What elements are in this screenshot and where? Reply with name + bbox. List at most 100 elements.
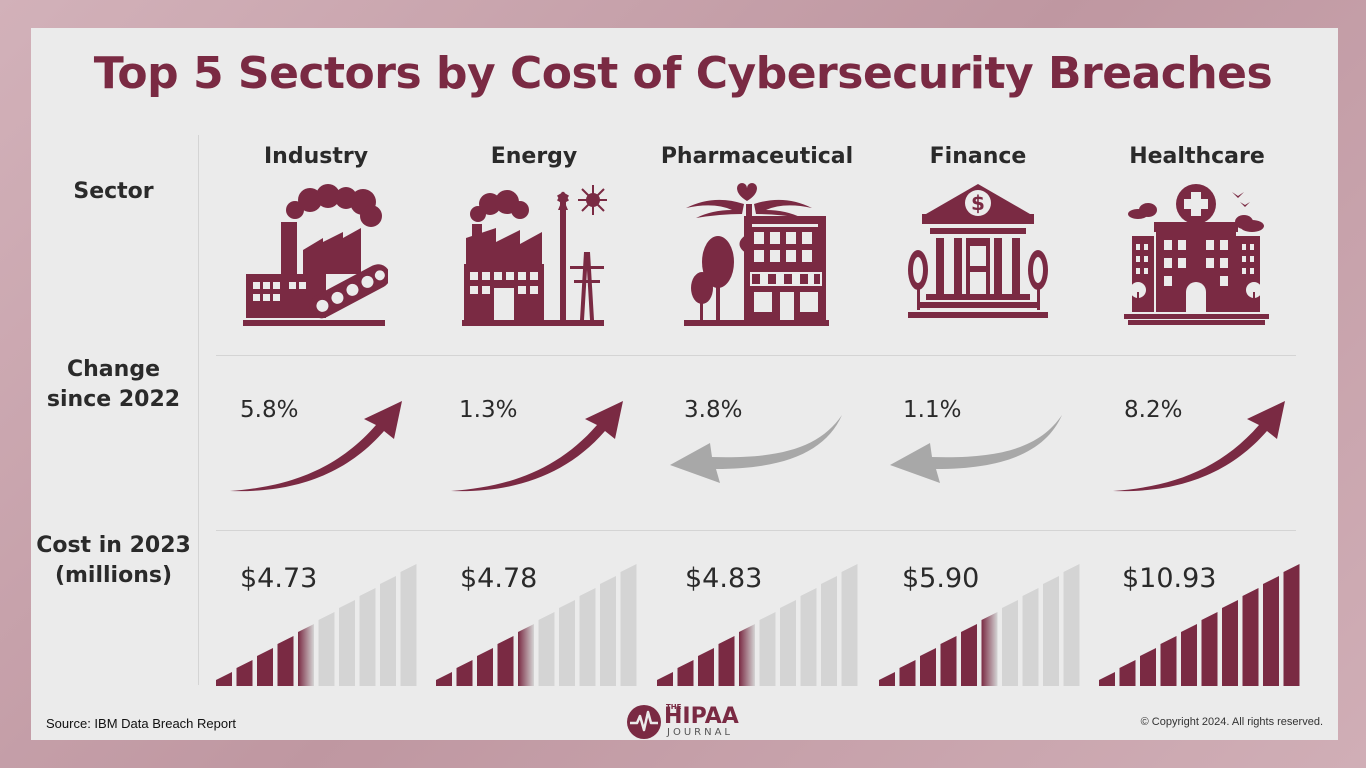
meter-bar bbox=[1043, 576, 1059, 686]
row-label-cost: Cost in 2023 (millions) bbox=[31, 531, 196, 591]
logo-journal: JOURNAL bbox=[667, 727, 733, 738]
trend-arrow-down-pharmaceutical bbox=[670, 415, 842, 483]
meter-bar bbox=[600, 576, 616, 686]
meter-bar bbox=[759, 612, 776, 686]
power-plant-icon bbox=[462, 185, 607, 326]
svg-text:$: $ bbox=[971, 191, 985, 215]
meter-bar bbox=[538, 612, 555, 686]
infographic-card bbox=[31, 28, 1338, 740]
sector-name-healthcare: Healthcare bbox=[1129, 144, 1265, 169]
cost-value-energy: $4.78 bbox=[460, 563, 538, 594]
row-label-change-line2: since 2022 bbox=[46, 387, 181, 412]
row-label-cost-line1: Cost in 2023 bbox=[36, 533, 191, 558]
meter-bar bbox=[318, 612, 335, 686]
meter-bar bbox=[677, 660, 694, 686]
change-value-finance: 1.1% bbox=[903, 397, 962, 423]
sector-name-finance: Finance bbox=[929, 144, 1027, 169]
row-divider-2 bbox=[216, 530, 1296, 531]
trend-arrow-shape bbox=[890, 415, 1062, 483]
cost-meter-energy bbox=[436, 564, 637, 686]
meter-bar bbox=[1063, 564, 1080, 686]
meter-bar bbox=[339, 600, 355, 686]
page-title: Top 5 Sectors by Cost of Cybersecurity B… bbox=[93, 48, 1273, 99]
meter-bar bbox=[920, 648, 936, 686]
hospital-icon bbox=[1124, 184, 1269, 325]
meter-bar bbox=[841, 564, 858, 686]
meter-bar bbox=[1119, 660, 1136, 686]
meter-bar bbox=[497, 636, 514, 686]
meter-bar bbox=[981, 612, 998, 686]
factory-icon bbox=[243, 184, 388, 326]
change-value-energy: 1.3% bbox=[459, 397, 518, 423]
row-label-cost-line2: (millions) bbox=[54, 563, 173, 588]
row-label-change-line1: Change bbox=[67, 357, 160, 382]
row-label-change: Change since 2022 bbox=[31, 355, 196, 415]
bank-icon: $ bbox=[908, 184, 1048, 318]
cost-value-finance: $5.90 bbox=[902, 563, 980, 594]
meter-bar bbox=[1160, 636, 1177, 686]
change-value-healthcare: 8.2% bbox=[1124, 397, 1183, 423]
sector-name-industry: Industry bbox=[263, 144, 369, 169]
trend-arrow-shape bbox=[451, 401, 623, 492]
cost-meter-healthcare bbox=[1099, 564, 1300, 686]
trend-arrow-shape bbox=[230, 401, 402, 492]
cost-meter-pharmaceutical bbox=[657, 564, 858, 686]
sector-name-pharmaceutical: Pharmaceutical bbox=[660, 144, 854, 169]
trend-arrow-up-industry bbox=[230, 401, 402, 492]
meter-bar bbox=[899, 660, 916, 686]
meter-bar bbox=[456, 660, 473, 686]
copyright-note: © Copyright 2024. All rights reserved. bbox=[1140, 716, 1323, 728]
meter-bar bbox=[879, 672, 895, 686]
trend-arrow-down-finance bbox=[890, 415, 1062, 483]
meter-bar bbox=[1181, 624, 1197, 686]
cost-meter-industry bbox=[216, 564, 417, 686]
meter-bar bbox=[718, 636, 735, 686]
meter-bar bbox=[477, 648, 493, 686]
cost-value-pharmaceutical: $4.83 bbox=[685, 563, 763, 594]
meter-bar bbox=[1263, 576, 1279, 686]
change-value-industry: 5.8% bbox=[240, 397, 299, 423]
logo-heartbeat-icon bbox=[627, 705, 661, 739]
column-divider bbox=[198, 135, 199, 685]
cost-value-industry: $4.73 bbox=[240, 563, 318, 594]
meter-bar bbox=[277, 636, 294, 686]
meter-bar bbox=[1002, 600, 1018, 686]
logo-the: THE bbox=[666, 703, 682, 711]
trend-arrow-shape bbox=[1113, 401, 1285, 492]
meter-bar bbox=[940, 636, 957, 686]
cost-value-healthcare: $10.93 bbox=[1122, 563, 1217, 594]
meter-bar bbox=[1283, 564, 1300, 686]
meter-bar bbox=[620, 564, 637, 686]
meter-bar bbox=[579, 588, 596, 686]
meter-bar bbox=[518, 624, 534, 686]
meter-bar bbox=[298, 624, 314, 686]
trend-arrow-shape bbox=[670, 415, 842, 483]
sector-name-energy: Energy bbox=[490, 144, 578, 169]
trend-arrow-up-energy bbox=[451, 401, 623, 492]
meter-bar bbox=[1099, 672, 1115, 686]
meter-bar bbox=[257, 648, 273, 686]
meter-bar bbox=[961, 624, 977, 686]
meter-bar bbox=[359, 588, 376, 686]
meter-bar bbox=[1201, 612, 1218, 686]
meter-bar bbox=[1140, 648, 1156, 686]
pharmacy-icon bbox=[684, 183, 829, 326]
logo-hipaa: HIPAA bbox=[664, 704, 739, 729]
meter-bar bbox=[780, 600, 796, 686]
meter-bar bbox=[380, 576, 396, 686]
change-value-pharmaceutical: 3.8% bbox=[684, 397, 743, 423]
meter-bar bbox=[1222, 600, 1238, 686]
cost-meter-finance bbox=[879, 564, 1080, 686]
meter-bar bbox=[1022, 588, 1039, 686]
meter-bar bbox=[800, 588, 817, 686]
meter-bar bbox=[400, 564, 417, 686]
meter-bar bbox=[436, 672, 452, 686]
row-divider-1 bbox=[216, 355, 1296, 356]
hipaa-journal-logo: THE HIPAA JOURNAL bbox=[624, 700, 764, 742]
meter-bar bbox=[657, 672, 673, 686]
meter-bar bbox=[698, 648, 714, 686]
meter-bar bbox=[216, 672, 232, 686]
meter-bar bbox=[1242, 588, 1259, 686]
trend-arrow-up-healthcare bbox=[1113, 401, 1285, 492]
meter-bar bbox=[821, 576, 837, 686]
